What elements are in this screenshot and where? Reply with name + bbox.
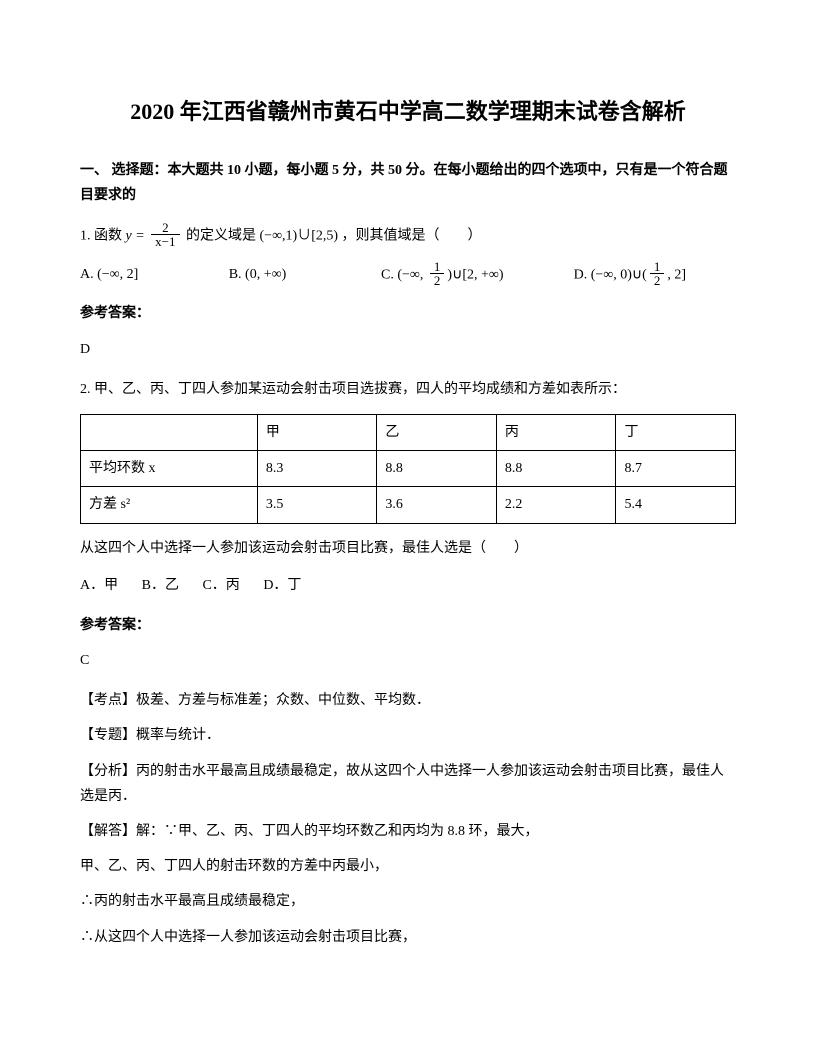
table-cell: 8.8 [377, 451, 497, 487]
opt-d-frac-num: 1 [650, 260, 665, 274]
choice-d: D．丁 [263, 578, 301, 593]
q1-options: A. (−∞, 2] B. (0, +∞) C. (−∞, 12)∪[2, +∞… [80, 262, 736, 289]
opt-c-frac: 12 [430, 260, 445, 287]
q1-answer: D [80, 337, 736, 362]
option-b: B. (0, +∞) [229, 262, 331, 289]
q1-yeq: y = [126, 229, 149, 244]
jieda3: ∴丙的射击水平最高且成绩最稳定， [80, 889, 736, 914]
table-cell: 平均环数 x [81, 451, 258, 487]
page-title: 2020 年江西省赣州市黄石中学高二数学理期末试卷含解析 [80, 95, 736, 128]
q1-expr: y = 2 x−1 [126, 223, 183, 250]
table-cell: 8.8 [496, 451, 616, 487]
table-cell: 8.3 [257, 451, 377, 487]
q1-mid: 的定义域是 [186, 229, 256, 244]
jieda2: 甲、乙、丙、丁四人的射击环数的方差中丙最小， [80, 854, 736, 879]
option-c: C. (−∞, 12)∪[2, +∞) [381, 262, 524, 289]
q1-suffix: ，则其值域是（ ） [342, 229, 482, 244]
opt-a-label: A. [80, 267, 94, 282]
opt-d-frac-den: 2 [650, 274, 665, 287]
table-cell: 3.6 [377, 487, 497, 523]
choice-b: B．乙 [142, 578, 179, 593]
section-header: 一、 选择题：本大题共 10 小题，每小题 5 分，共 50 分。在每小题给出的… [80, 158, 736, 208]
table-cell: 8.7 [616, 451, 736, 487]
fenxi: 【分析】丙的射击水平最高且成绩最稳定，故从这四个人中选择一人参加该运动会射击项目… [80, 759, 736, 809]
jieda1: 【解答】解：∵甲、乙、丙、丁四人的平均环数乙和丙均为 8.8 环，最大， [80, 819, 736, 844]
opt-d-val: (−∞, 0)∪(12, 2] [591, 262, 686, 289]
table-cell: 5.4 [616, 487, 736, 523]
opt-a-val: (−∞, 2] [97, 267, 138, 282]
answer-label-2: 参考答案： [80, 613, 736, 638]
question-1: 1. 函数 y = 2 x−1 的定义域是 (−∞,1)∪[2,5) ，则其值域… [80, 223, 736, 250]
answer-label-1: 参考答案： [80, 301, 736, 326]
opt-c-label: C. [381, 268, 394, 283]
table-cell: 2.2 [496, 487, 616, 523]
opt-b-label: B. [229, 267, 242, 282]
question-2: 2. 甲、乙、丙、丁四人参加某运动会射击项目选拔赛，四人的平均成绩和方差如表所示… [80, 377, 736, 402]
option-a: A. (−∞, 2] [80, 262, 179, 289]
opt-b-val: (0, +∞) [245, 267, 286, 282]
opt-d-label: D. [574, 268, 588, 283]
opt-d-frac: 12 [650, 260, 665, 287]
option-d: D. (−∞, 0)∪(12, 2] [574, 262, 686, 289]
data-table: 甲 乙 丙 丁 平均环数 x 8.3 8.8 8.8 8.7 方差 s² 3.5… [80, 414, 736, 524]
table-cell: 丙 [496, 414, 616, 450]
table-cell: 方差 s² [81, 487, 258, 523]
q2-choices: A．甲 B．乙 C．丙 D．丁 [80, 573, 736, 598]
table-header-row: 甲 乙 丙 丁 [81, 414, 736, 450]
table-cell: 甲 [257, 414, 377, 450]
table-row: 方差 s² 3.5 3.6 2.2 5.4 [81, 487, 736, 523]
opt-d-prefix: (−∞, 0)∪( [591, 268, 647, 283]
q1-frac-den: x−1 [151, 235, 179, 248]
q1-frac: 2 x−1 [151, 221, 179, 248]
opt-d-suffix: , 2] [667, 268, 686, 283]
q1-prefix: 1. 函数 [80, 229, 122, 244]
opt-c-mid: )∪[2, +∞) [447, 268, 503, 283]
opt-c-prefix: (−∞, [397, 268, 427, 283]
table-cell: 3.5 [257, 487, 377, 523]
opt-c-frac-den: 2 [430, 274, 445, 287]
q2-follow: 从这四个人中选择一人参加该运动会射击项目比赛，最佳人选是（ ） [80, 536, 736, 561]
jieda4: ∴从这四个人中选择一人参加该运动会射击项目比赛， [80, 925, 736, 950]
opt-c-val: (−∞, 12)∪[2, +∞) [397, 262, 503, 289]
q2-answer: C [80, 648, 736, 673]
q1-domain: (−∞,1)∪[2,5) [260, 229, 339, 244]
opt-c-frac-num: 1 [430, 260, 445, 274]
table-cell: 乙 [377, 414, 497, 450]
choice-a: A．甲 [80, 578, 118, 593]
table-row: 平均环数 x 8.3 8.8 8.8 8.7 [81, 451, 736, 487]
kaodian: 【考点】极差、方差与标准差；众数、中位数、平均数． [80, 688, 736, 713]
table-cell: 丁 [616, 414, 736, 450]
choice-c: C．丙 [202, 578, 239, 593]
q1-frac-num: 2 [151, 221, 179, 235]
zhuanti: 【专题】概率与统计． [80, 723, 736, 748]
table-cell [81, 414, 258, 450]
